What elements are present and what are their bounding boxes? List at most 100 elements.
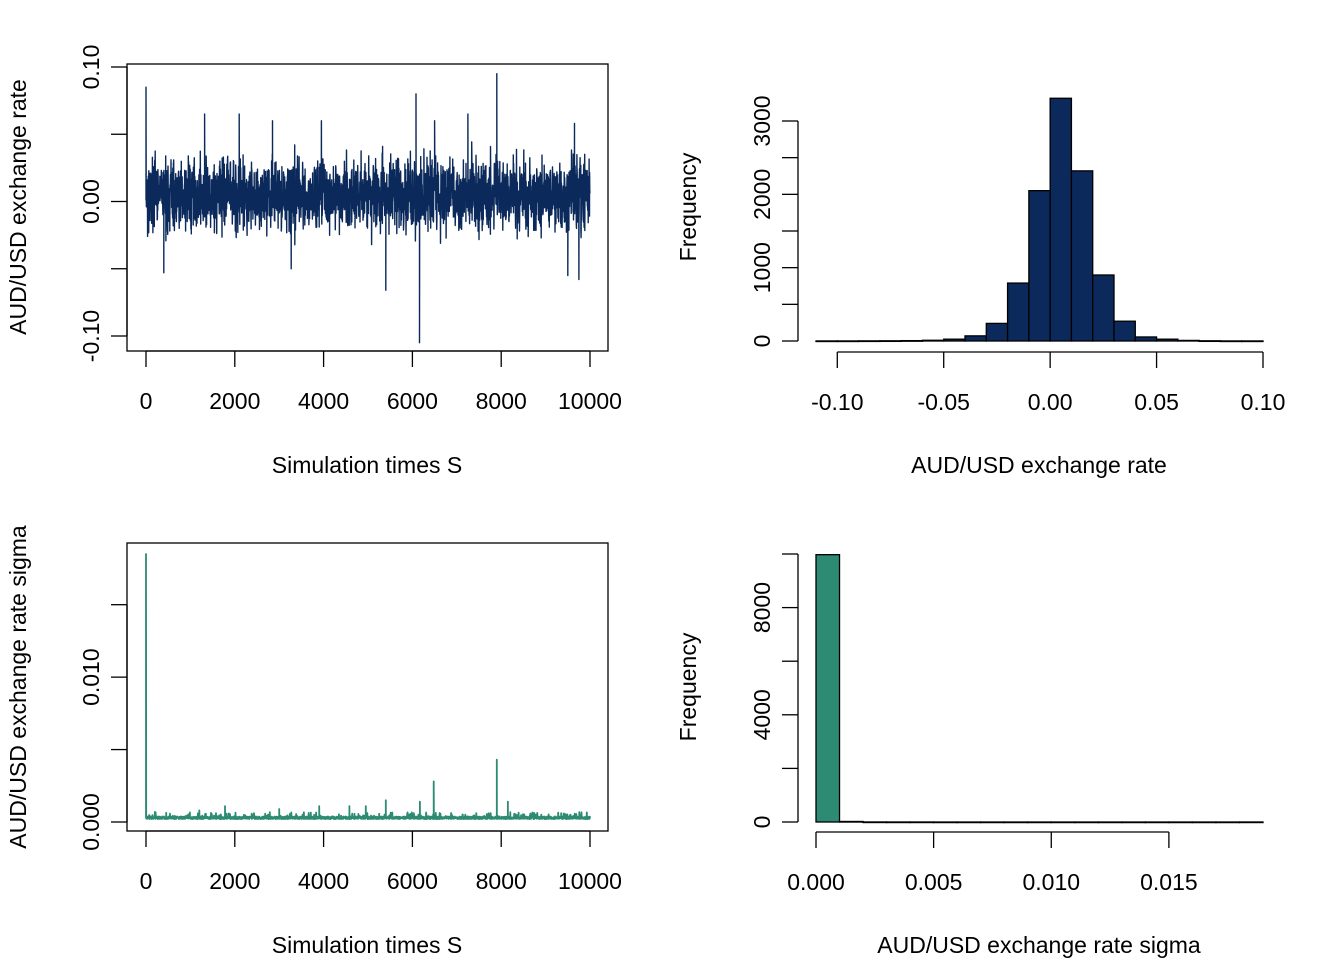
hist-rate-bar xyxy=(1006,282,1030,342)
hist-rate-y-tick-label: 0 xyxy=(749,335,775,348)
trace-sigma-series xyxy=(145,553,591,820)
hist-sigma-bar xyxy=(1121,821,1147,824)
hist-rate-panel: -0.10 -0.05 0.00 0.05 0.10 0 1000 2000 3000 AUD… xyxy=(675,95,1285,478)
hist-rate-bar xyxy=(1177,339,1200,342)
trace-sigma-x-tick-label: 2000 xyxy=(209,868,260,894)
hist-rate-bar xyxy=(879,340,902,343)
hist-rate-x-tick-label: 0.00 xyxy=(1028,389,1073,415)
hist-sigma-x-axis: 0.000 0.005 0.010 0.015 xyxy=(787,831,1198,895)
hist-rate-bar xyxy=(943,338,966,342)
hist-sigma-x-tick-label: 0.000 xyxy=(787,869,845,895)
hist-sigma-bar xyxy=(909,821,935,824)
hist-rate-bars xyxy=(815,97,1264,343)
trace-rate-x-tick-label: 6000 xyxy=(387,388,438,414)
trace-sigma-x-label: Simulation times S xyxy=(272,932,462,958)
trace-rate-x-axis: 0 2000 4000 6000 8000 10000 xyxy=(140,350,622,414)
hist-sigma-bar xyxy=(838,820,864,823)
hist-sigma-bar xyxy=(932,821,958,824)
trace-rate-y-tick-label: 0.10 xyxy=(78,45,104,90)
hist-sigma-bar xyxy=(1191,821,1217,824)
hist-rate-x-tick-label: -0.05 xyxy=(917,389,969,415)
hist-rate-bar xyxy=(815,340,838,343)
trace-sigma-x-tick-label: 0 xyxy=(140,868,153,894)
hist-sigma-y-tick-label: 8000 xyxy=(749,582,775,633)
hist-sigma-bar xyxy=(1215,821,1241,824)
hist-sigma-bar xyxy=(1097,821,1123,824)
hist-rate-bar xyxy=(985,322,1009,342)
hist-rate-x-axis: -0.10 -0.05 0.00 0.05 0.10 xyxy=(811,351,1286,415)
trace-rate-x-tick-label: 2000 xyxy=(209,388,260,414)
hist-rate-x-label: AUD/USD exchange rate xyxy=(911,452,1167,478)
trace-sigma-x-axis: 0 2000 4000 6000 8000 10000 xyxy=(140,830,622,894)
hist-rate-bar xyxy=(1070,170,1094,342)
hist-sigma-bar xyxy=(980,821,1005,824)
trace-rate-y-label: AUD/USD exchange rate xyxy=(5,79,31,335)
hist-rate-x-tick-label: 0.10 xyxy=(1241,389,1286,415)
hist-rate-bar xyxy=(1219,340,1243,343)
hist-rate-bar xyxy=(1134,336,1158,342)
hist-rate-bar xyxy=(1092,274,1115,342)
hist-sigma-bar xyxy=(862,821,888,824)
hist-sigma-bar xyxy=(1027,821,1052,824)
trace-sigma-line xyxy=(145,553,591,820)
hist-sigma-y-axis: 0 4000 8000 xyxy=(749,553,799,829)
hist-rate-x-tick-label: -0.10 xyxy=(811,389,863,415)
hist-rate-y-tick-label: 3000 xyxy=(749,95,775,146)
hist-sigma-bars xyxy=(815,554,1264,824)
hist-sigma-x-label: AUD/USD exchange rate sigma xyxy=(877,932,1201,958)
hist-rate-bar xyxy=(964,335,987,342)
hist-sigma-x-tick-label: 0.010 xyxy=(1022,869,1080,895)
trace-rate-x-tick-label: 0 xyxy=(140,388,153,414)
trace-sigma-y-tick-label: 0.000 xyxy=(78,793,104,851)
hist-rate-bar xyxy=(1241,340,1264,343)
hist-rate-bar xyxy=(836,340,860,343)
trace-rate-x-tick-label: 4000 xyxy=(298,388,349,414)
trace-rate-x-tick-label: 8000 xyxy=(476,388,527,414)
trace-sigma-x-tick-label: 10000 xyxy=(558,868,622,894)
trace-rate-y-tick-label: 0.00 xyxy=(78,179,104,224)
hist-rate-x-tick-label: 0.05 xyxy=(1134,389,1179,415)
hist-sigma-bar xyxy=(1050,821,1076,824)
hist-rate-bar xyxy=(857,340,881,343)
trace-rate-y-tick-label: -0.10 xyxy=(78,310,104,362)
hist-sigma-y-tick-label: 0 xyxy=(749,816,775,829)
hist-rate-bar xyxy=(1155,338,1179,342)
hist-rate-bar xyxy=(1049,97,1073,342)
trace-rate-series xyxy=(145,73,591,344)
hist-sigma-y-label: Frequency xyxy=(675,632,701,741)
hist-sigma-bar xyxy=(1074,821,1099,824)
trace-sigma-y-axis: 0.000 0.010 xyxy=(78,604,128,851)
hist-rate-bar xyxy=(1028,190,1051,342)
hist-rate-bar xyxy=(900,339,924,342)
hist-sigma-bar xyxy=(956,821,982,824)
hist-rate-y-axis: 0 1000 2000 3000 xyxy=(749,95,799,348)
hist-rate-bar xyxy=(921,339,945,342)
hist-sigma-bar xyxy=(1003,821,1029,824)
hist-rate-y-label: Frequency xyxy=(675,152,701,261)
hist-sigma-x-tick-label: 0.015 xyxy=(1140,869,1198,895)
trace-rate-y-axis: -0.10 0.00 0.10 xyxy=(78,45,128,362)
hist-sigma-y-tick-label: 4000 xyxy=(749,689,775,740)
hist-rate-bar xyxy=(1198,340,1222,343)
hist-rate-y-tick-label: 2000 xyxy=(749,169,775,220)
trace-sigma-x-tick-label: 8000 xyxy=(476,868,527,894)
hist-sigma-bar xyxy=(1168,821,1194,824)
hist-sigma-x-tick-label: 0.005 xyxy=(905,869,963,895)
trace-rate-panel: 0 2000 4000 6000 8000 10000 -0.10 0.00 0.10 Sim… xyxy=(5,45,622,478)
hist-rate-bar xyxy=(1113,320,1136,342)
trace-rate-x-label: Simulation times S xyxy=(272,452,462,478)
hist-sigma-bar xyxy=(815,554,841,823)
trace-sigma-x-tick-label: 4000 xyxy=(298,868,349,894)
trace-sigma-x-tick-label: 6000 xyxy=(387,868,438,894)
trace-rate-x-tick-label: 10000 xyxy=(558,388,622,414)
hist-sigma-bar xyxy=(885,821,911,824)
trace-sigma-y-tick-label: 0.010 xyxy=(78,648,104,706)
hist-sigma-panel: 0.000 0.005 0.010 0.015 0 4000 8000 AUD/USD e… xyxy=(675,553,1264,958)
hist-sigma-bar xyxy=(1238,821,1264,824)
hist-sigma-bar xyxy=(1144,821,1170,824)
trace-sigma-panel: 0 2000 4000 6000 8000 10000 0.000 0.010 Simula… xyxy=(5,525,622,958)
trace-sigma-plot-box xyxy=(126,542,609,832)
trace-rate-line xyxy=(145,73,591,344)
trace-sigma-y-label: AUD/USD exchange rate sigma xyxy=(5,525,31,849)
